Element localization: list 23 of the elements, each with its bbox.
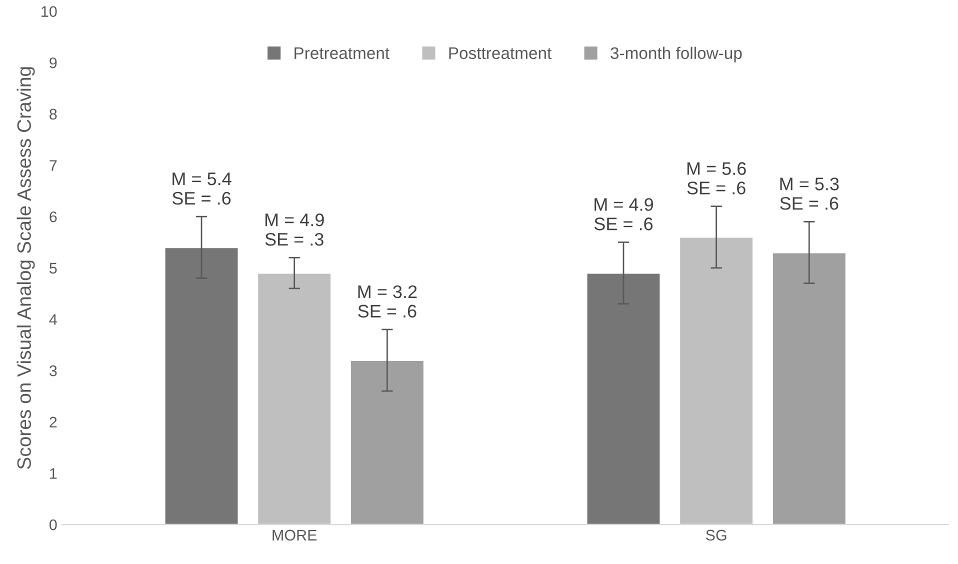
y-axis-title: Scores on Visual Analog Scale Assess Craving — [16, 67, 35, 469]
data-label: M = 3.2 SE = .6 — [358, 285, 417, 318]
y-tick-label: 2 — [50, 416, 57, 428]
data-label: M = 5.6 SE = .6 — [687, 162, 746, 194]
legend-label: 3-month follow-up — [610, 46, 742, 62]
data-label: M = 5.3 SE = .6 — [780, 178, 839, 210]
x-tick-label: SG — [706, 530, 726, 541]
legend-label: Posttreatment — [449, 47, 552, 60]
y-tick-label: 3 — [49, 365, 57, 376]
legend-label: Pretreatment — [294, 47, 390, 60]
data-label: M = 5.4 SE = .6 — [172, 172, 232, 205]
y-tick-label: 9 — [50, 57, 57, 68]
y-tick-label: 7 — [50, 160, 57, 171]
y-tick-label: 4 — [49, 314, 57, 325]
x-tick-label: MORE — [272, 530, 317, 541]
data-label: M = 4.9 SE = .6 — [594, 198, 653, 230]
y-tick-label: 6 — [50, 211, 57, 222]
y-tick-label: 10 — [42, 6, 57, 17]
y-tick-label: 8 — [50, 108, 57, 120]
y-tick-label: 1 — [50, 468, 57, 479]
y-tick-label: 0 — [50, 519, 57, 530]
y-tick-label: 5 — [50, 262, 57, 274]
data-label: M = 4.9 SE = .3 — [265, 214, 324, 246]
